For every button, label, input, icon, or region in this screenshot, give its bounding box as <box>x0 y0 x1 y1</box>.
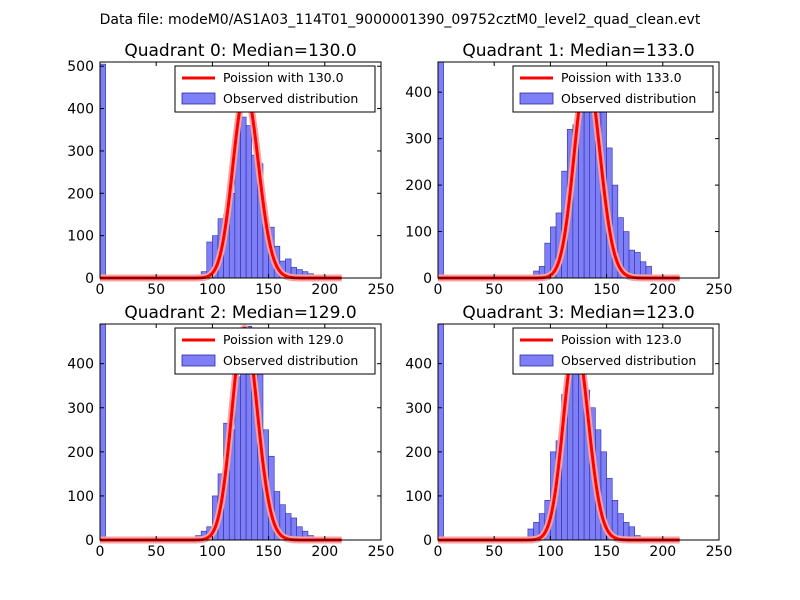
quadrant-1-xtick-label: 200 <box>649 282 676 298</box>
quadrant-3-ytick-label: 0 <box>423 533 432 549</box>
quadrant-0-bar <box>99 63 106 279</box>
quadrant-3-bar <box>437 323 444 541</box>
quadrant-2-xtick-label: 0 <box>96 544 105 560</box>
quadrant-0-xtick-label: 100 <box>199 282 226 298</box>
quadrant-0-ytick-label: 0 <box>85 271 94 287</box>
quadrant-2-panel: Quadrant 2: Median=129.0 0 50 100 150 200 250 0… <box>67 303 394 560</box>
quadrant-0-poisson-curve <box>99 90 343 280</box>
quadrant-0-ytick-label: 400 <box>67 102 94 118</box>
quadrant-1-xtick-label: 250 <box>706 282 733 298</box>
quadrant-3-ytick-label: 400 <box>405 357 432 373</box>
quadrant-3-xtick-label: 200 <box>649 544 676 560</box>
quadrant-3-legend: Poission with 123.0 Observed distribution <box>512 327 714 375</box>
quadrant-2-bar <box>99 323 106 541</box>
quadrant-2-title: Quadrant 2: Median=129.0 <box>124 303 356 323</box>
quadrant-0-legend-bar-swatch <box>181 92 216 105</box>
quadrant-0-legend-poisson-label: Poission with 130.0 <box>223 70 344 85</box>
quadrant-1-ytick-label: 400 <box>405 85 432 101</box>
quadrant-2-xtick-label: 150 <box>255 544 282 560</box>
quadrant-0-title: Quadrant 0: Median=130.0 <box>124 41 356 61</box>
quadrant-0-frame <box>99 61 382 279</box>
quadrant-0-bar <box>245 125 253 279</box>
quadrant-1-legend-bar-swatch <box>519 92 554 105</box>
quadrant-3-panel: Quadrant 3: Median=123.0 0 50 100 150 200 250 0… <box>405 303 732 560</box>
quadrant-2-ytick-label: 400 <box>67 357 94 373</box>
quadrant-1-panel: Quadrant 1: Median=133.0 0 50 100 150 200 250 0… <box>405 41 732 298</box>
quadrant-0-xtick-label: 150 <box>255 282 282 298</box>
quadrant-3-xtick-label: 150 <box>593 544 620 560</box>
quadrant-3-frame <box>437 323 720 541</box>
quadrant-2-xtick-label: 100 <box>199 544 226 560</box>
quadrant-1-ytick-label: 200 <box>405 178 432 194</box>
quadrant-0-ytick-label: 100 <box>67 229 94 245</box>
quadrant-0-legend: Poission with 130.0 Observed distribution <box>174 65 376 113</box>
quadrant-1-xtick-label: 0 <box>434 282 443 298</box>
quadrant-2-legend: Poission with 129.0 Observed distribution <box>174 327 376 375</box>
quadrant-2-xtick-label: 50 <box>147 544 165 560</box>
quadrant-0-ytick-label: 300 <box>67 144 94 160</box>
quadrant-1-ytick-label: 300 <box>405 132 432 148</box>
quadrant-2-frame <box>99 323 382 541</box>
quadrant-0-legend-observed-label: Observed distribution <box>223 91 358 106</box>
quadrant-0-ytick-label: 500 <box>67 59 94 75</box>
quadrant-1-ytick-label: 0 <box>423 271 432 287</box>
figure-title: Data file: modeM0/AS1A03_114T01_90000013… <box>100 12 701 28</box>
quadrant-3-xtick-label: 100 <box>537 544 564 560</box>
quadrant-0-xtick-label: 200 <box>311 282 338 298</box>
quadrant-3-ytick-label: 300 <box>405 401 432 417</box>
quadrant-2-ytick-label: 200 <box>67 445 94 461</box>
quadrant-3-bar <box>572 350 579 541</box>
quadrant-2-ytick-label: 300 <box>67 401 94 417</box>
quadrant-3-title: Quadrant 3: Median=123.0 <box>462 303 694 323</box>
quadrant-1-title: Quadrant 1: Median=133.0 <box>462 41 694 61</box>
quadrant-0-xtick-label: 250 <box>368 282 395 298</box>
quadrant-3-ytick-label: 100 <box>405 489 432 505</box>
quadrant-2-xtick-label: 200 <box>311 544 338 560</box>
quadrant-2-xtick-label: 250 <box>368 544 395 560</box>
quadrant-0-xtick-label: 0 <box>96 282 105 298</box>
quadrant-2-legend-bar-swatch <box>181 354 216 367</box>
quadrant-2-legend-observed-label: Observed distribution <box>223 353 358 368</box>
quadrant-3-ytick-label: 200 <box>405 445 432 461</box>
quadrant-1-bar <box>437 61 444 279</box>
quadrant-3-legend-bar-swatch <box>519 354 554 367</box>
quadrant-3-legend-observed-label: Observed distribution <box>561 353 696 368</box>
quadrant-1-xtick-label: 150 <box>593 282 620 298</box>
quadrant-1-legend-poisson-label: Poission with 133.0 <box>561 70 682 85</box>
quadrant-0-bar <box>240 116 247 279</box>
quadrant-1-xtick-label: 100 <box>537 282 564 298</box>
quadrant-2-ytick-label: 0 <box>85 533 94 549</box>
quadrant-2-ytick-label: 100 <box>67 489 94 505</box>
quadrant-3-xtick-label: 0 <box>434 544 443 560</box>
quadrant-1-xtick-label: 50 <box>485 282 503 298</box>
quadrant-1-frame <box>437 61 720 279</box>
quadrant-0-xtick-label: 50 <box>147 282 165 298</box>
quadrant-3-xtick-label: 250 <box>706 544 733 560</box>
quadrant-3-xtick-label: 50 <box>485 544 503 560</box>
quadrant-2-legend-poisson-label: Poission with 129.0 <box>223 332 344 347</box>
quadrant-1-ytick-label: 100 <box>405 225 432 241</box>
quadrant-1-legend-observed-label: Observed distribution <box>561 91 696 106</box>
quadrant-0-ytick-label: 200 <box>67 186 94 202</box>
quadrant-1-legend: Poission with 133.0 Observed distribution <box>512 65 714 113</box>
quadrant-0-panel: Quadrant 0: Median=130.0 0 50 100 150 200 250 0… <box>67 41 394 298</box>
quadrant-3-legend-poisson-label: Poission with 123.0 <box>561 332 682 347</box>
